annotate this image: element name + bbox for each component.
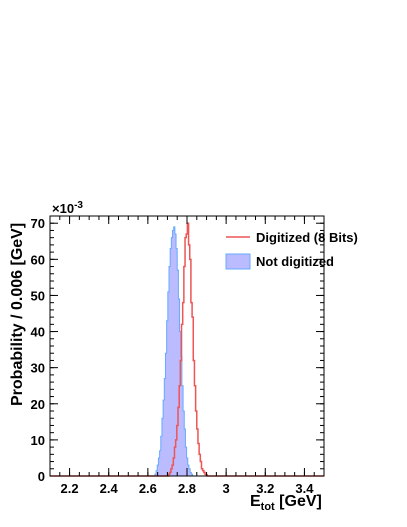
y-tick-label: 50 — [31, 288, 45, 303]
x-tick-label: 3.4 — [295, 481, 314, 496]
y-axis-tick-labels: 0 10 20 30 40 50 60 70 — [31, 216, 45, 484]
x-tick-label: 2.4 — [100, 481, 119, 496]
y-axis-exponent: ×10-3 — [52, 200, 83, 216]
legend-digitized-label: Digitized (8 Bits) — [256, 230, 358, 245]
x-tick-label: 3.2 — [256, 481, 274, 496]
not-digitized-outline — [153, 226, 194, 477]
digitized-series-line — [50, 222, 324, 477]
y-axis-title: Probability / 0.006 [GeV] — [9, 223, 26, 406]
x-tick-label: 2.2 — [61, 481, 79, 496]
y-tick-label: 40 — [31, 325, 45, 340]
x-tick-label: 2.6 — [139, 481, 157, 496]
legend-not-digitized-label: Not digitized — [256, 254, 334, 269]
digitized-line-layer — [50, 222, 324, 477]
y-tick-label: 20 — [31, 397, 45, 412]
x-tick-label: 3 — [223, 481, 230, 496]
x-axis-ticks — [49, 216, 325, 476]
x-tick-label: 2.8 — [178, 481, 196, 496]
y-tick-label: 10 — [31, 433, 45, 448]
y-axis-ticks — [50, 215, 324, 477]
legend-not-digitized-swatch — [225, 253, 251, 270]
y-tick-label: 60 — [31, 252, 45, 267]
y-tick-label: 70 — [31, 216, 45, 231]
legend: Digitized (8 Bits) Not digitized — [225, 230, 358, 270]
not-digitized-area — [153, 226, 194, 476]
x-axis-title: Etot [GeV] — [250, 493, 322, 513]
x-axis-tick-labels: 2.2 2.4 2.6 2.8 3 3.2 3.4 — [61, 481, 315, 496]
y-tick-label: 30 — [31, 361, 45, 376]
not-digitized-fill-layer — [153, 226, 194, 477]
y-tick-label: 0 — [38, 469, 45, 484]
